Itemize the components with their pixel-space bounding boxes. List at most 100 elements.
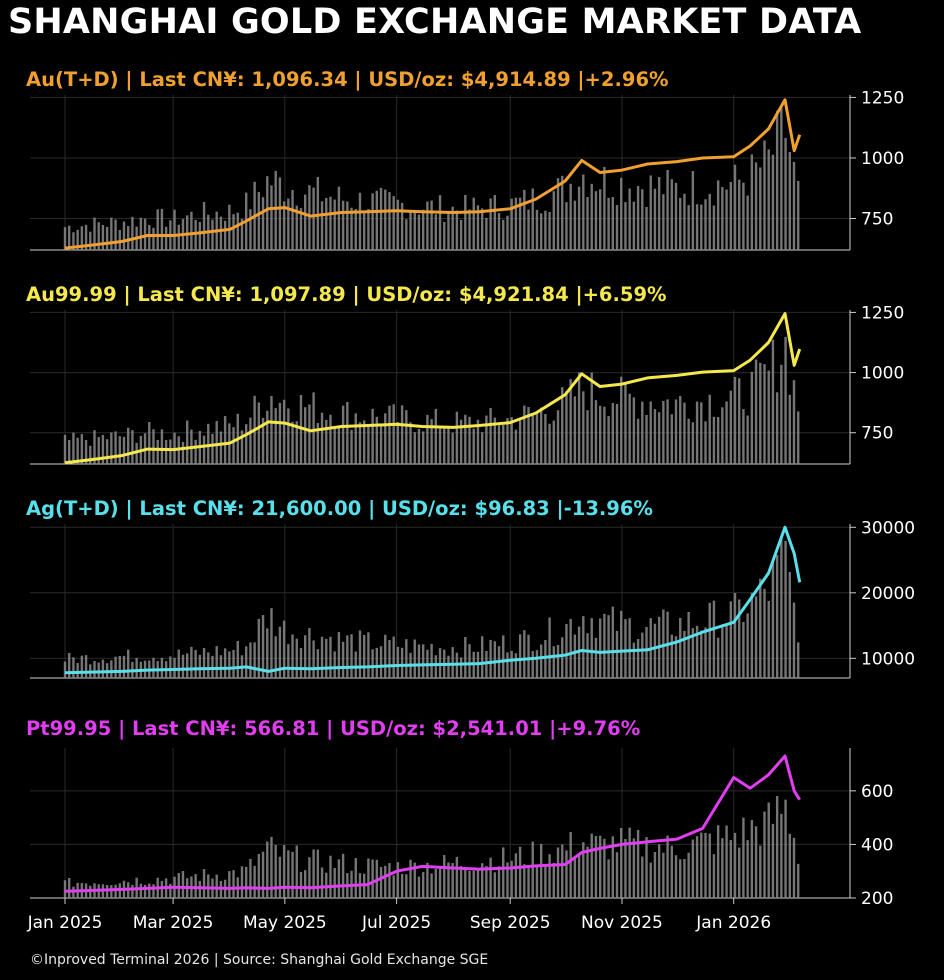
volume-bar	[464, 867, 467, 898]
volume-bar	[704, 832, 707, 898]
volume-bar	[114, 656, 117, 678]
volume-bar	[253, 865, 256, 898]
volume-bar	[620, 376, 623, 464]
volume-bar	[341, 200, 345, 250]
volume-bar	[539, 843, 543, 898]
volume-bar	[152, 884, 155, 898]
volume-bar	[544, 865, 547, 898]
page-title: SHANGHAI GOLD EXCHANGE MARKET DATA	[8, 2, 862, 42]
volume-bar	[405, 410, 408, 464]
volume-bar	[700, 204, 703, 250]
volume-bar	[615, 852, 619, 898]
volume-bar	[152, 227, 155, 250]
volume-bar	[679, 396, 682, 464]
price-line	[64, 525, 802, 675]
volume-bar	[122, 436, 126, 464]
volume-bar	[561, 637, 564, 678]
volume-bar	[683, 630, 686, 678]
volume-bar	[780, 813, 783, 898]
volume-bar	[565, 623, 568, 678]
y-tick-label: 1000	[861, 364, 904, 384]
volume-bar	[93, 430, 96, 464]
volume-bar	[333, 651, 336, 678]
volume-bar	[561, 387, 564, 464]
price-line	[64, 312, 802, 465]
volume-bar	[299, 208, 303, 250]
volume-bar	[240, 430, 244, 464]
volume-bar	[426, 862, 429, 898]
volume-bar	[695, 625, 699, 678]
panel-2: Au99.99 | Last CN¥: 1,097.89 | USD/oz: $…	[26, 283, 904, 465]
volume-bar	[312, 640, 315, 678]
volume-bar	[510, 860, 513, 898]
volume-bar	[624, 202, 627, 250]
volume-bar	[708, 602, 711, 678]
volume-bar	[771, 823, 775, 898]
volume-bar	[405, 219, 408, 250]
volume-bar	[257, 618, 261, 678]
volume-bar	[367, 858, 370, 898]
volume-bar	[620, 828, 623, 898]
volume-bar	[291, 851, 294, 898]
volume-bar	[670, 634, 673, 678]
volume-bar	[797, 863, 800, 898]
volume-bar	[186, 653, 189, 678]
volume-bar	[721, 624, 724, 678]
volume-bar	[266, 628, 269, 678]
volume-bar	[101, 434, 105, 464]
volume-bar	[506, 862, 509, 898]
volume-bar	[295, 205, 298, 250]
volume-bar	[405, 874, 408, 898]
volume-bar	[489, 198, 492, 250]
volume-bar	[565, 202, 568, 250]
volume-bar	[788, 151, 791, 250]
volume-bar	[320, 867, 324, 898]
volume-bar	[266, 410, 269, 464]
volume-bar	[506, 215, 509, 250]
volume-bar	[666, 835, 669, 898]
volume-bar	[476, 419, 480, 464]
volume-bar	[615, 403, 619, 464]
volume-bar	[240, 219, 244, 250]
volume-bar	[716, 416, 720, 464]
volume-bar	[527, 865, 530, 898]
volume-bar	[122, 655, 126, 678]
volume-bar	[691, 628, 695, 678]
volume-bar	[367, 632, 370, 678]
volume-bar	[759, 845, 762, 898]
volume-bar	[379, 646, 383, 678]
volume-bar	[729, 601, 732, 678]
volume-bar	[249, 858, 252, 898]
volume-bar	[160, 208, 164, 250]
volume-bar	[308, 857, 311, 898]
volume-bar	[641, 401, 644, 464]
volume-bar	[632, 838, 636, 898]
volume-bar	[354, 413, 357, 464]
volume-bar	[63, 434, 67, 464]
volume-bar	[426, 201, 429, 250]
volume-bar	[523, 405, 526, 464]
volume-bar	[384, 634, 387, 678]
volume-bar	[341, 641, 345, 678]
volume-bar	[358, 192, 362, 250]
volume-bar	[257, 191, 261, 250]
volume-bar	[270, 608, 273, 678]
volume-bar	[84, 655, 88, 678]
volume-bar	[244, 646, 248, 678]
volume-bar	[628, 827, 631, 898]
volume-bar	[691, 171, 695, 250]
volume-bar	[249, 642, 252, 678]
volume-bar	[207, 423, 210, 464]
volume-bar	[135, 442, 138, 464]
volume-bar	[181, 441, 185, 464]
volume-bar	[434, 655, 438, 678]
volume-bar	[754, 162, 758, 250]
volume-bar	[657, 177, 661, 250]
volume-bar	[333, 867, 336, 898]
volume-bar	[569, 831, 572, 898]
volume-bar	[438, 428, 442, 464]
volume-bar	[105, 226, 109, 250]
volume-bar	[63, 661, 67, 678]
volume-bar	[607, 416, 610, 464]
y-tick-label: 400	[861, 835, 893, 855]
